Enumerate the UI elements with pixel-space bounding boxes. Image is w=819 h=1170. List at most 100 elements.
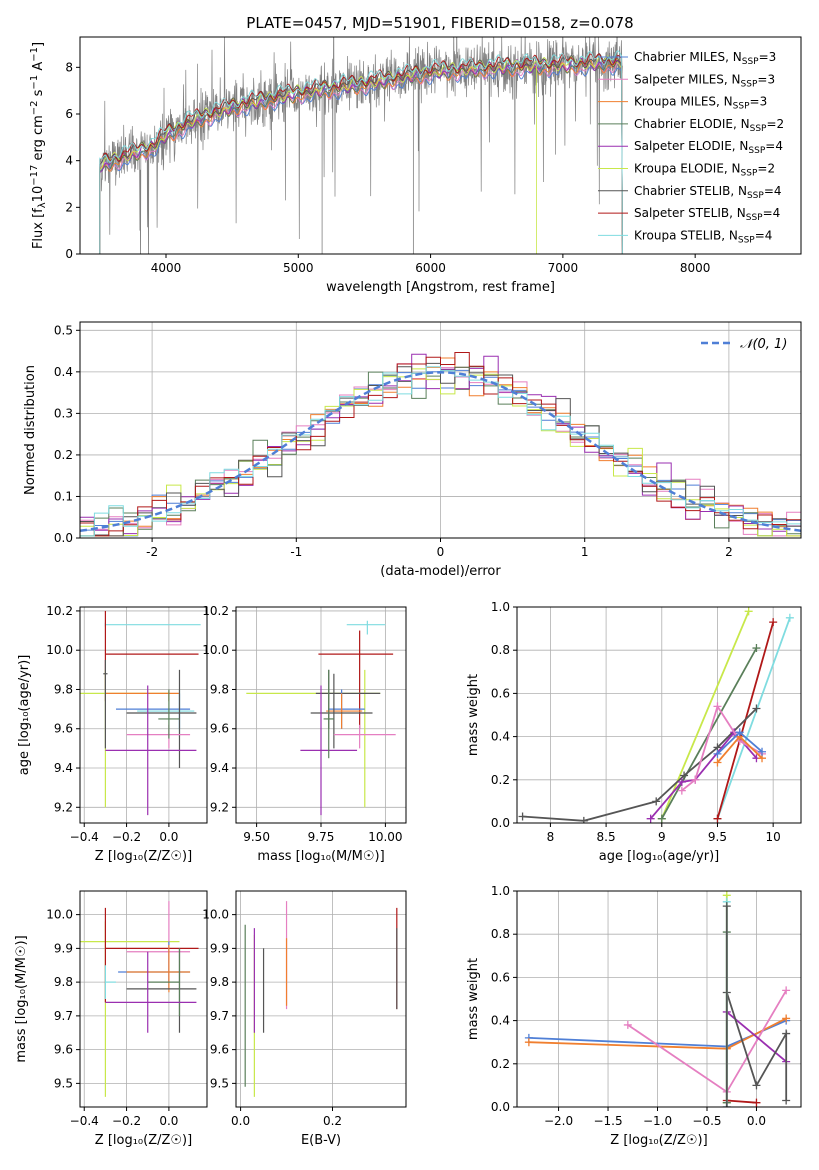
x-tick-label: 0.0: [747, 1114, 766, 1128]
legend-entry: Kroupa ELODIE, NSSP=2: [634, 162, 775, 179]
weight-line: [716, 617, 791, 820]
y-axis-label: Normed distribution: [23, 365, 38, 495]
error-bar-point: [158, 689, 180, 739]
error-bars: [80, 901, 199, 1097]
y-tick-label: 9.8: [210, 682, 229, 696]
x-tick-label: 10.00: [368, 830, 402, 844]
legend-entry: Chabrier MILES, NSSP=3: [634, 50, 776, 67]
y-tick-label: 9.2: [54, 800, 73, 814]
y-tick-label: 0.4: [491, 1014, 510, 1028]
y-tick-label: 10.0: [202, 643, 229, 657]
y-tick-label: 6: [65, 107, 73, 121]
y-tick-label: 10.2: [202, 604, 229, 618]
ticks: −2.0 −1.5 −1.0 −0.5 0.0 0.0 0.2 0.4 0.6 0.8 1.0: [491, 884, 766, 1128]
y-axis-label: mass weight: [466, 674, 481, 756]
axes-frame: [235, 890, 407, 1108]
y-tick-label: 9.6: [54, 722, 73, 736]
weight-lines: [524, 891, 791, 1107]
x-axis-label: Z [log₁₀(Z/Z☉)]: [95, 849, 192, 864]
y-tick-label: 9.5: [210, 1076, 229, 1090]
x-tick-label: 8000: [680, 261, 711, 275]
weight-marker: [782, 1029, 791, 1038]
weight-marker: [646, 814, 655, 823]
x-tick-label: 9.50: [243, 830, 270, 844]
y-tick-label: 9.8: [54, 975, 73, 989]
weight-marker: [782, 986, 791, 995]
error-bars: [244, 901, 398, 1097]
x-tick-label: 4000: [151, 261, 182, 275]
error-bar-point: [346, 620, 386, 635]
weight-marker: [680, 771, 689, 780]
error-bar-point: [104, 907, 199, 1003]
x-tick-label: -2: [146, 545, 158, 559]
y-tick-label: 9.8: [210, 975, 229, 989]
x-tick-label: −0.4: [70, 1114, 99, 1128]
y-tick-label: 0.4: [491, 730, 510, 744]
grid: [80, 891, 207, 1107]
y-tick-label: 8: [65, 60, 73, 74]
error-bar-point: [103, 660, 108, 749]
x-tick-label: −0.2: [112, 1114, 141, 1128]
weight-marker: [677, 786, 686, 795]
error-bar-point: [105, 951, 197, 1033]
y-tick-label: 9.5: [54, 1076, 73, 1090]
weight-marker: [758, 747, 767, 756]
y-tick-label: 9.7: [54, 1009, 73, 1023]
y-tick-label: 0.0: [491, 1100, 510, 1114]
y-tick-label: 1.0: [491, 884, 510, 898]
x-tick-label: 8: [547, 830, 555, 844]
figure-title: PLATE=0457, MJD=51901, FIBERID=0158, z=0…: [246, 14, 633, 32]
y-tick-label: 9.8: [54, 682, 73, 696]
y-tick-label: 9.2: [210, 800, 229, 814]
axes-frame: [79, 606, 208, 824]
axes-frame: [79, 36, 802, 255]
y-tick-label: 0.2: [54, 448, 73, 462]
error-bar-point: [333, 724, 396, 749]
weight-marker: [713, 749, 722, 758]
y-axis-label: mass weight: [466, 958, 481, 1040]
error-bar-point: [147, 948, 181, 1016]
x-tick-label: 6000: [415, 261, 446, 275]
y-tick-label: 9.4: [54, 761, 73, 775]
weight-marker: [752, 644, 761, 653]
y-tick-label: 0.8: [491, 927, 510, 941]
ticks: -2 -1 0 1 2 0.0 0.1 0.2 0.3 0.4 0.5: [54, 323, 733, 559]
weight-marker: [752, 704, 761, 713]
error-bar-point: [126, 948, 197, 1033]
x-tick-label: 10: [766, 830, 781, 844]
y-tick-label: 9.7: [210, 1009, 229, 1023]
weight-marker: [652, 797, 661, 806]
weight-line: [726, 1011, 787, 1063]
x-tick-label: 0: [437, 545, 445, 559]
y-axis-label: mass [log₁₀(M/M☉)]: [14, 935, 29, 1062]
legend-entry: Salpeter MILES, NSSP=3: [634, 72, 775, 89]
error-bar-point: [326, 693, 363, 729]
y-tick-label: 0.6: [491, 686, 510, 700]
y-tick-label: 0.2: [491, 1057, 510, 1071]
legend-entry: Chabrier STELIB, NSSP=4: [634, 184, 782, 201]
axes-frame: [516, 606, 802, 824]
y-tick-label: 9.9: [210, 941, 229, 955]
weight-marker: [713, 814, 722, 823]
ticks: −0.4 −0.2 0.0 9.5 9.6 9.7 9.8 9.9 10.0: [46, 908, 178, 1128]
y-tick-label: 9.4: [210, 761, 229, 775]
weight-marker: [782, 1014, 791, 1023]
x-axis-label: Z [log₁₀(Z/Z☉)]: [610, 1133, 707, 1148]
x-tick-label: −0.5: [692, 1114, 721, 1128]
y-tick-label: 0.8: [491, 643, 510, 657]
weight-marker: [752, 1081, 761, 1090]
weight-marker: [691, 775, 700, 784]
x-tick-label: 8.5: [597, 830, 616, 844]
model-spectrum: [99, 50, 623, 254]
y-tick-label: 10.0: [46, 643, 73, 657]
weight-marker: [782, 1096, 791, 1105]
x-tick-label: 1: [581, 545, 589, 559]
grid: [517, 890, 801, 1108]
y-tick-label: 2: [65, 200, 73, 214]
y-tick-label: 0.1: [54, 489, 73, 503]
x-axis-label: age [log₁₀(age/yr)]: [599, 849, 720, 864]
y-tick-label: 9.9: [54, 941, 73, 955]
ticks: 4000 5000 6000 7000 8000 0 2 4 6 8: [65, 60, 710, 275]
y-tick-label: 0.0: [491, 816, 510, 830]
